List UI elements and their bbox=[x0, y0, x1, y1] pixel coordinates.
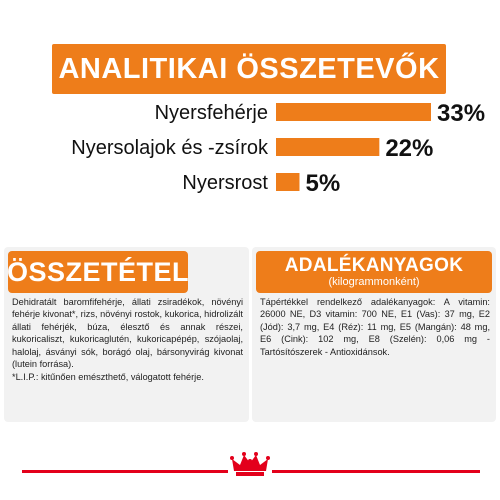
analytics-title: ANALITIKAI ÖSSZETEVŐK bbox=[58, 52, 440, 85]
composition-footnote: *L.I.P.: kitűnően emészthető, válogatott… bbox=[12, 372, 204, 383]
bar bbox=[276, 173, 300, 191]
analytics-title-bar: ANALITIKAI ÖSSZETEVŐK bbox=[52, 44, 446, 94]
bar bbox=[276, 138, 380, 156]
composition-text: Dehidratált baromfifehérje, állati zsira… bbox=[12, 297, 243, 370]
additives-heading: ADALÉKANYAGOK bbox=[284, 255, 464, 276]
additives-subheading: (kilogrammonként) bbox=[328, 276, 420, 288]
category-label: Nyersrost bbox=[182, 172, 268, 194]
bar bbox=[276, 103, 431, 121]
value-label: 33% bbox=[437, 100, 485, 127]
analytics-bar-chart: Nyersfehérje 33% Nyersolajok és -zsírok 22%… bbox=[71, 100, 485, 197]
additives-text-block: Tápértékkel rendelkező adalékanyagok: A … bbox=[260, 296, 490, 358]
composition-heading: ÖSSZETÉTEL bbox=[6, 256, 190, 287]
additives-panel: ADALÉKANYAGOK (kilogrammonként) Tápérték… bbox=[252, 247, 496, 422]
composition-panel: ÖSSZETÉTEL Dehidratált baromfifehérje, á… bbox=[4, 247, 249, 422]
category-label: Nyersfehérje bbox=[155, 102, 268, 124]
crown-icon bbox=[228, 449, 272, 481]
composition-text-block: Dehidratált baromfifehérje, állati zsira… bbox=[12, 296, 243, 384]
value-label: 5% bbox=[305, 170, 340, 197]
value-label: 22% bbox=[385, 135, 433, 162]
category-label: Nyersolajok és -zsírok bbox=[71, 137, 269, 159]
additives-text: Tápértékkel rendelkező adalékanyagok: A … bbox=[260, 297, 490, 357]
composition-heading-bar: ÖSSZETÉTEL bbox=[6, 251, 190, 293]
additives-heading-bar: ADALÉKANYAGOK (kilogrammonként) bbox=[256, 251, 492, 293]
